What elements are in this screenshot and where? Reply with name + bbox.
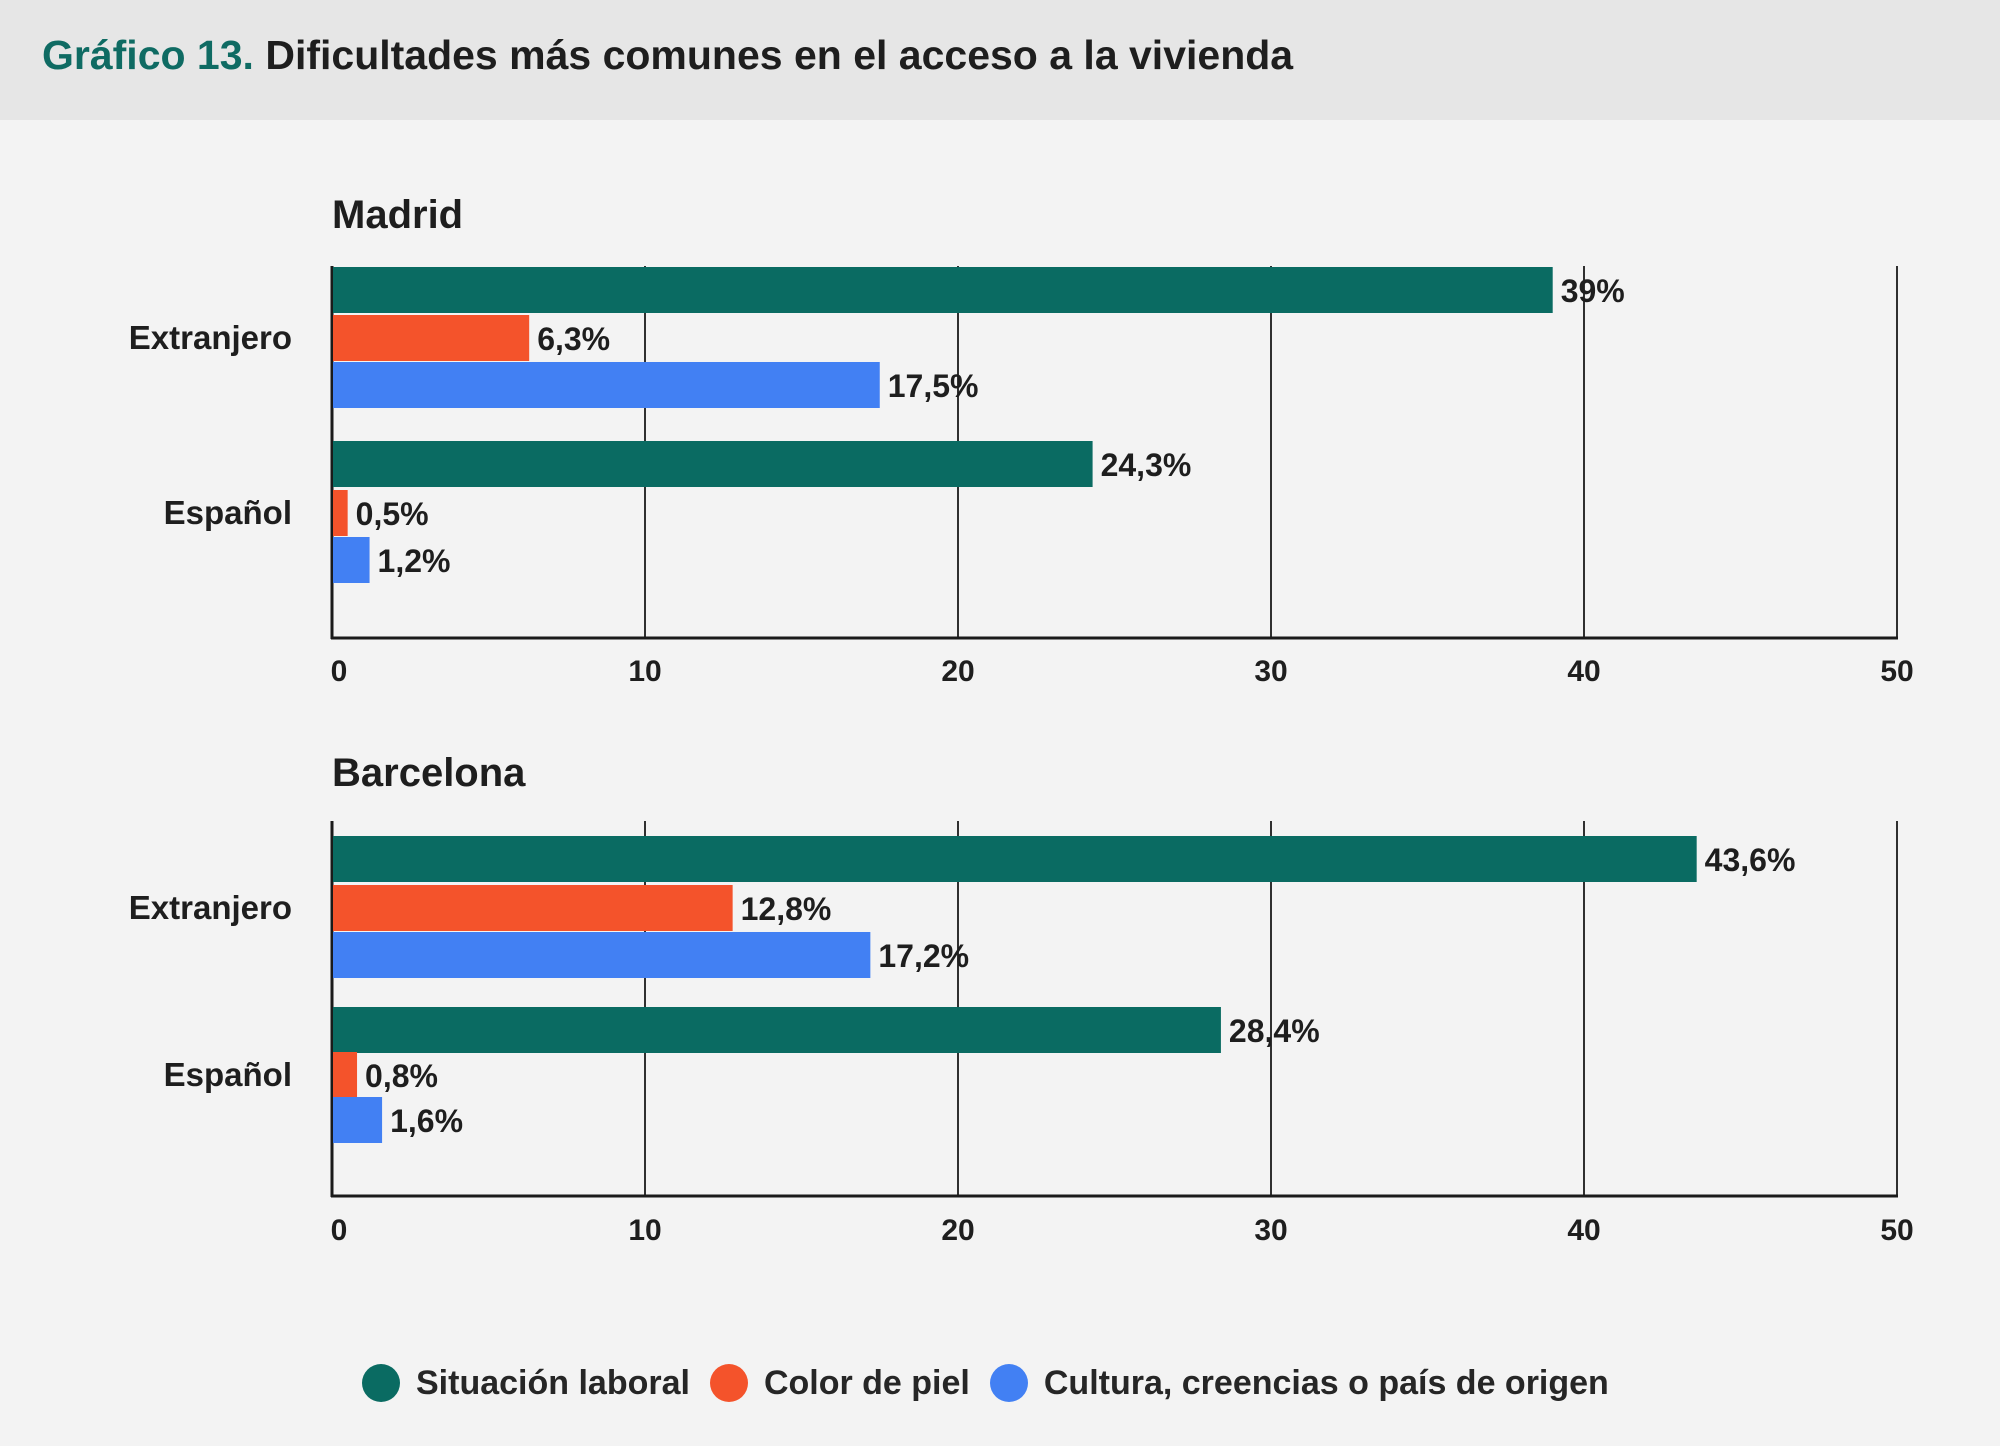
data-label: 0,8%	[365, 1058, 438, 1094]
legend-swatch-situacion-laboral	[362, 1364, 400, 1402]
bar-madrid-español-0	[333, 441, 1093, 487]
x-tick-label: 30	[1254, 1214, 1287, 1247]
category-label: Español	[164, 1056, 292, 1093]
x-tick-label: 40	[1567, 655, 1600, 688]
legend-item-cultura: Cultura, creencias o país de origen	[989, 1363, 1609, 1403]
chart-title-text: Dificultades más comunes en el acceso a …	[265, 32, 1294, 78]
bar-madrid-español-1	[333, 490, 348, 536]
category-label: Extranjero	[129, 889, 292, 926]
x-tick-label: 20	[941, 655, 974, 688]
bar-barcelona-español-1	[333, 1052, 358, 1098]
panel-title-madrid: Madrid	[332, 193, 463, 237]
header-bar: Gráfico 13. Dificultades más comunes en …	[0, 0, 2000, 120]
x-tick-label: 0	[331, 1214, 348, 1247]
legend-swatch-cultura	[989, 1364, 1028, 1402]
data-label: 1,6%	[390, 1103, 463, 1139]
bar-barcelona-español-2	[333, 1097, 383, 1143]
x-tick-label: 10	[628, 1214, 661, 1247]
data-label: 6,3%	[537, 321, 610, 357]
data-label: 12,8%	[741, 891, 832, 927]
x-tick-label: 10	[628, 655, 661, 688]
data-label: 0,5%	[356, 496, 429, 532]
bar-barcelona-extranjero-0	[333, 836, 1697, 882]
bar-madrid-extranjero-2	[333, 362, 880, 408]
category-label: Extranjero	[129, 319, 292, 356]
data-label: 43,6%	[1705, 842, 1796, 878]
legend-item-situacion-laboral: Situación laboral	[362, 1364, 690, 1403]
bar-barcelona-español-0	[333, 1007, 1221, 1053]
bar-barcelona-extranjero-2	[333, 932, 871, 978]
legend-label: Cultura, creencias o país de origen	[1043, 1363, 1609, 1402]
legend-item-color-de-piel: Color de piel	[709, 1363, 970, 1403]
panel-title-barcelona: Barcelona	[332, 751, 526, 795]
category-label: Español	[164, 494, 292, 531]
data-label: 17,2%	[878, 938, 969, 974]
data-label: 1,2%	[378, 543, 451, 579]
bar-madrid-español-2	[333, 537, 370, 583]
x-tick-label: 40	[1567, 1214, 1600, 1247]
data-label: 39%	[1561, 273, 1625, 309]
x-tick-label: 50	[1880, 1214, 1913, 1247]
data-label: 24,3%	[1101, 447, 1192, 483]
chart-number: Gráfico 13.	[42, 32, 254, 78]
x-tick-label: 0	[331, 655, 348, 688]
data-label: 17,5%	[888, 368, 979, 404]
bar-madrid-extranjero-0	[333, 267, 1553, 313]
bar-madrid-extranjero-1	[333, 315, 530, 361]
bar-barcelona-extranjero-1	[333, 885, 733, 931]
legend-label: Situación laboral	[416, 1363, 690, 1402]
x-tick-label: 30	[1254, 655, 1287, 688]
x-tick-label: 50	[1880, 655, 1913, 688]
legend-swatch-color-de-piel	[709, 1364, 748, 1402]
legend-label: Color de piel	[763, 1363, 970, 1402]
x-tick-label: 20	[941, 1214, 974, 1247]
data-label: 28,4%	[1229, 1013, 1320, 1049]
chart-title: Gráfico 13. Dificultades más comunes en …	[42, 32, 1293, 79]
legend: Situación laboral Color de piel Cultura,…	[362, 1358, 1629, 1408]
